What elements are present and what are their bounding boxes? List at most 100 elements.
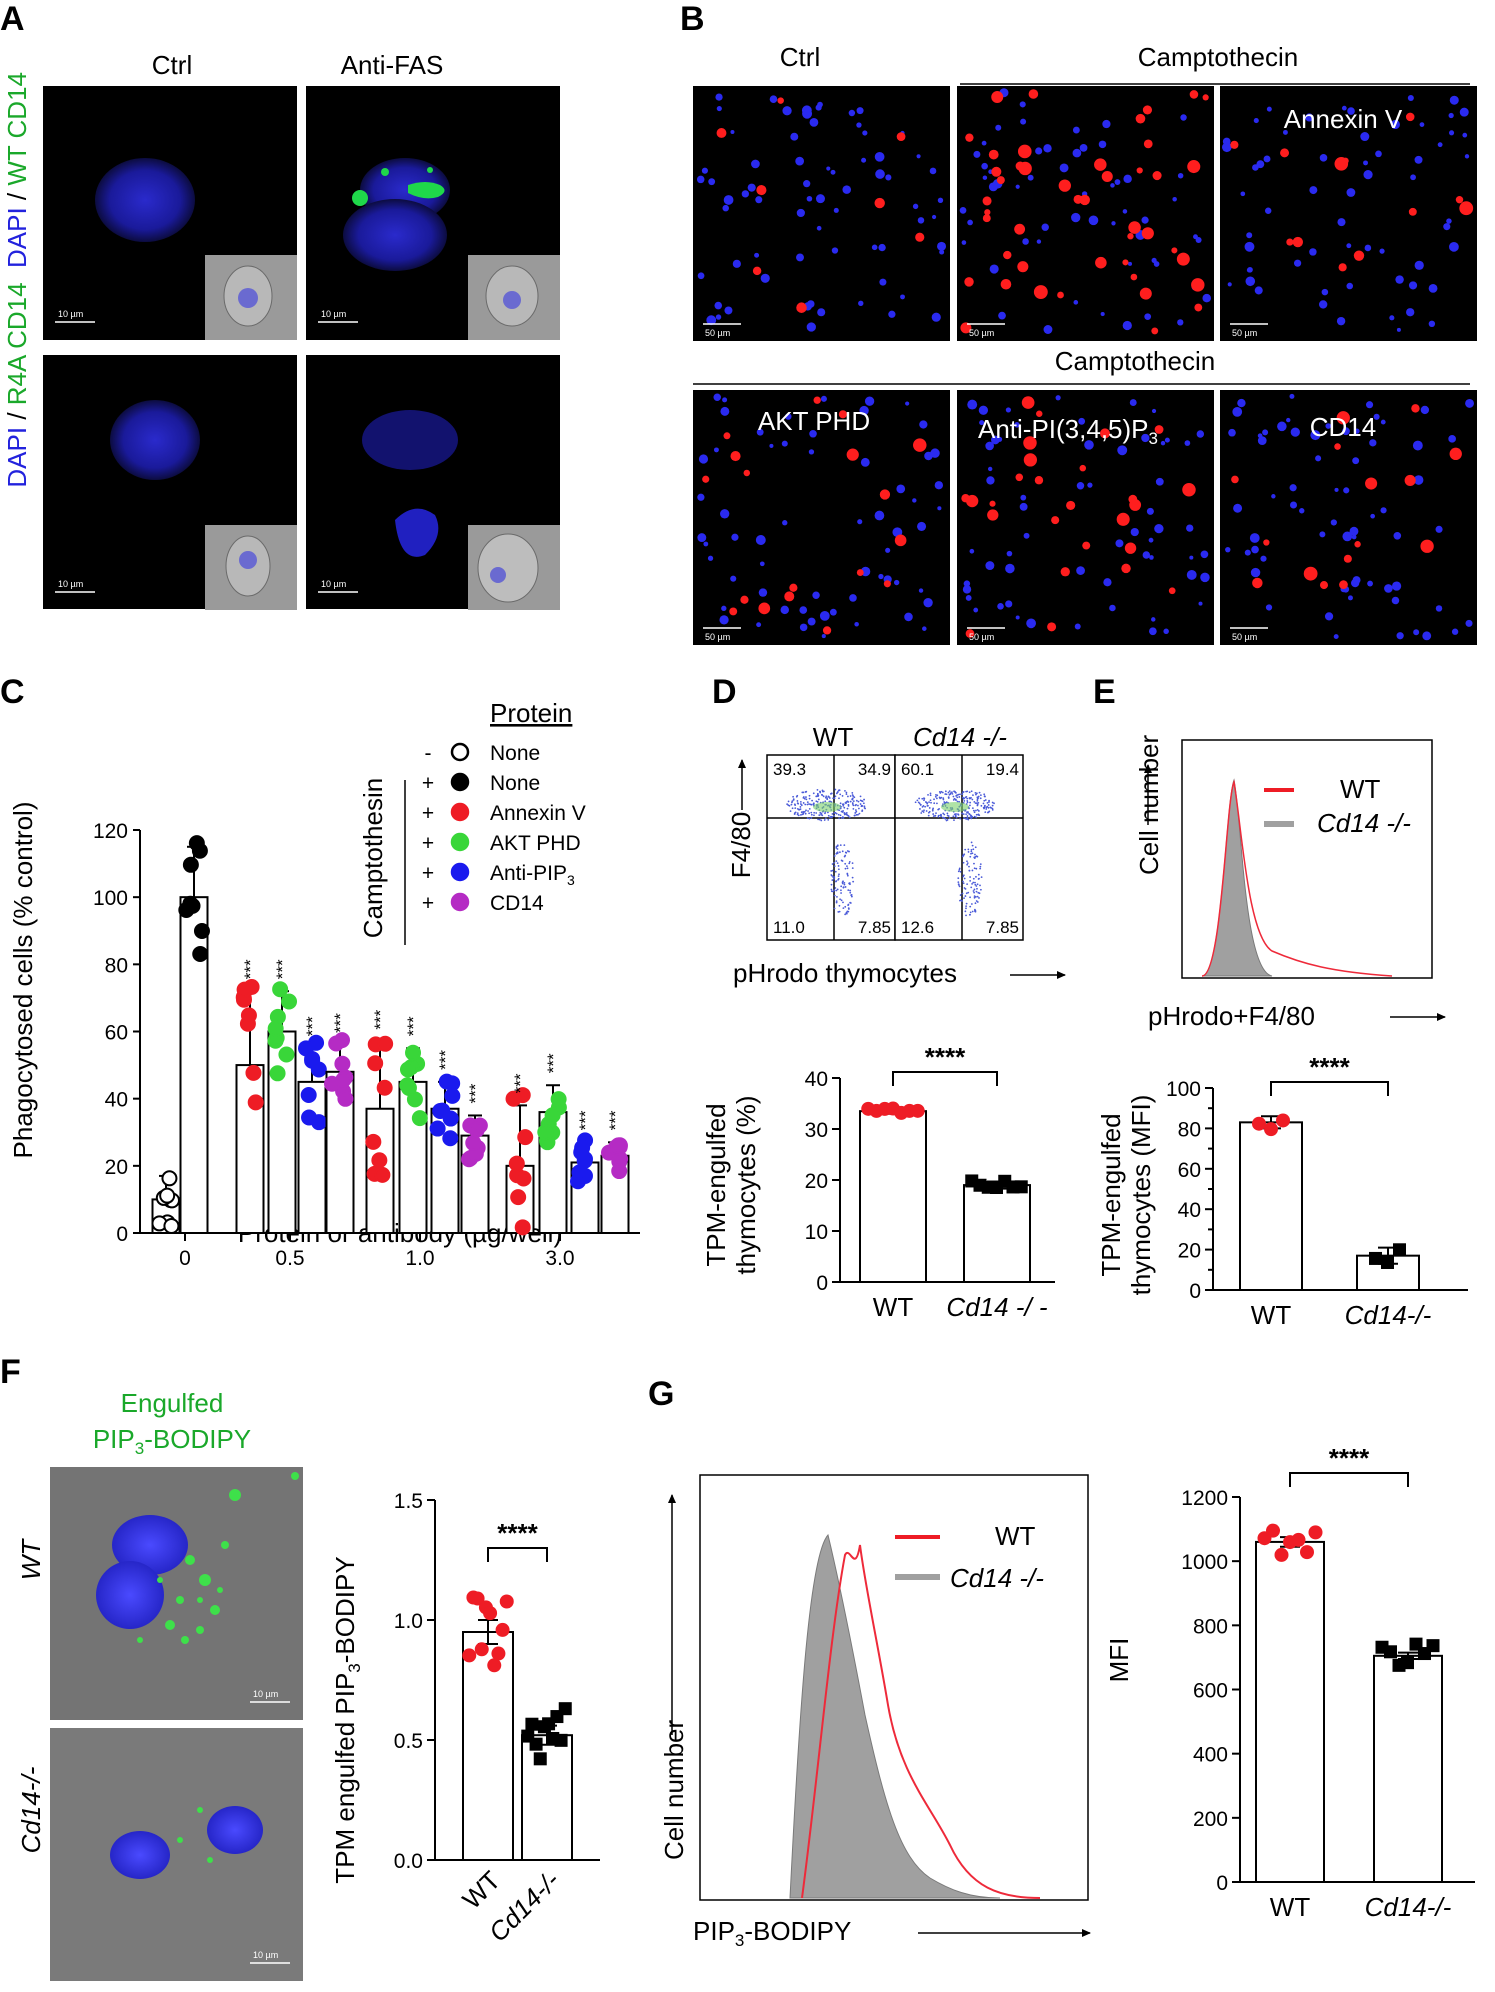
apoptotic-cell — [1176, 252, 1190, 266]
cell-nucleus — [1428, 320, 1436, 328]
data-point — [411, 1110, 428, 1127]
apoptotic-cell — [1116, 512, 1130, 526]
cell-nucleus — [831, 247, 839, 254]
data-point — [1384, 1645, 1397, 1659]
event — [863, 805, 866, 808]
data-point — [1252, 1116, 1266, 1131]
event — [975, 867, 978, 870]
data-point — [444, 1087, 461, 1104]
cell-nucleus — [701, 167, 708, 174]
cell-nucleus — [885, 547, 891, 553]
data-point — [491, 1646, 506, 1661]
apoptotic-cell — [989, 500, 996, 507]
cell-nucleus — [821, 634, 826, 639]
event — [932, 813, 935, 815]
cell-nucleus — [796, 208, 805, 218]
cell-nucleus — [931, 312, 941, 322]
scale-bar: 10 µm — [253, 1689, 278, 1699]
x-tick-label: WT — [873, 1292, 914, 1322]
cell-nucleus — [809, 118, 819, 127]
cell-nucleus — [833, 207, 839, 213]
cell-nucleus — [780, 605, 789, 615]
cell-nucleus — [888, 310, 896, 318]
event — [810, 813, 813, 816]
y-tick-label: 0.0 — [394, 1850, 423, 1873]
flow-frame — [894, 754, 1024, 941]
data-point — [335, 1071, 352, 1088]
data-point — [304, 1052, 321, 1069]
cell-nucleus — [878, 243, 886, 252]
event — [795, 795, 798, 798]
micrograph-a-wt-antifas: 10 µm — [306, 86, 560, 340]
cell-nucleus — [1408, 281, 1418, 290]
event — [841, 881, 844, 884]
cell-nucleus — [1160, 440, 1166, 446]
y-tick-label: 200 — [1193, 1808, 1228, 1831]
data-point — [182, 856, 199, 873]
event — [973, 856, 976, 859]
event — [837, 878, 839, 881]
event — [831, 815, 833, 818]
event — [839, 844, 842, 846]
y-tick-label: 1200 — [1181, 1487, 1228, 1510]
micrograph-a-r4a-antifas: 10 µm — [306, 355, 560, 610]
data-point — [374, 1166, 391, 1183]
event — [962, 882, 965, 885]
event — [970, 849, 973, 851]
cell-nucleus — [1342, 531, 1353, 542]
cell-nucleus — [1289, 393, 1295, 399]
cell-nucleus — [1078, 417, 1086, 425]
apoptotic-cell — [1336, 411, 1350, 425]
event — [821, 789, 824, 792]
panel-label-b: B — [680, 0, 705, 38]
cell-nucleus — [1006, 550, 1013, 557]
data-point — [278, 1046, 295, 1063]
apoptotic-cell — [1338, 263, 1347, 272]
cell-nucleus — [1407, 94, 1414, 102]
event — [987, 804, 990, 806]
event — [819, 790, 821, 793]
cell-nucleus — [995, 124, 1002, 131]
hist-ylabel-e: Cell number — [1134, 734, 1164, 875]
significance-label: *** — [511, 1073, 530, 1093]
apoptotic-cell — [1343, 554, 1352, 563]
cell-nucleus — [1129, 399, 1137, 406]
event — [813, 811, 816, 814]
cell-nucleus — [723, 195, 734, 205]
cell-nucleus — [1200, 550, 1209, 559]
panel-d: D WT Cd14 -/- 39.3 34.9 11.0 7.85 60.1 19.4 12… — [701, 673, 1066, 1322]
event — [820, 793, 823, 796]
event — [973, 867, 976, 870]
event — [954, 791, 957, 794]
cell-nucleus — [997, 603, 1004, 610]
apoptotic-cell — [1121, 563, 1131, 574]
data-point — [1426, 1639, 1440, 1653]
event — [974, 902, 977, 905]
event — [957, 813, 960, 816]
cell-nucleus — [1390, 119, 1400, 130]
event — [964, 910, 967, 913]
data-point — [1266, 1523, 1280, 1538]
data-point — [298, 1040, 315, 1057]
data-point — [438, 1073, 455, 1090]
event — [970, 903, 973, 905]
cell-nucleus — [720, 406, 730, 416]
cell-nucleus — [698, 454, 709, 464]
col-label-camptothecin: Camptothecin — [1138, 42, 1298, 72]
event — [789, 810, 792, 813]
event — [966, 797, 969, 800]
event — [860, 805, 863, 808]
event — [972, 877, 975, 880]
event — [977, 891, 980, 894]
event — [840, 885, 843, 888]
event — [975, 792, 978, 795]
density-core — [941, 802, 969, 812]
bar — [521, 1734, 573, 1861]
event — [975, 802, 978, 805]
cell-nucleus — [1115, 539, 1124, 548]
event — [843, 883, 846, 886]
scale-bar: 50 µm — [705, 632, 730, 642]
event — [965, 907, 967, 910]
apoptotic-cell — [1455, 195, 1464, 204]
apoptotic-cell — [896, 132, 906, 142]
